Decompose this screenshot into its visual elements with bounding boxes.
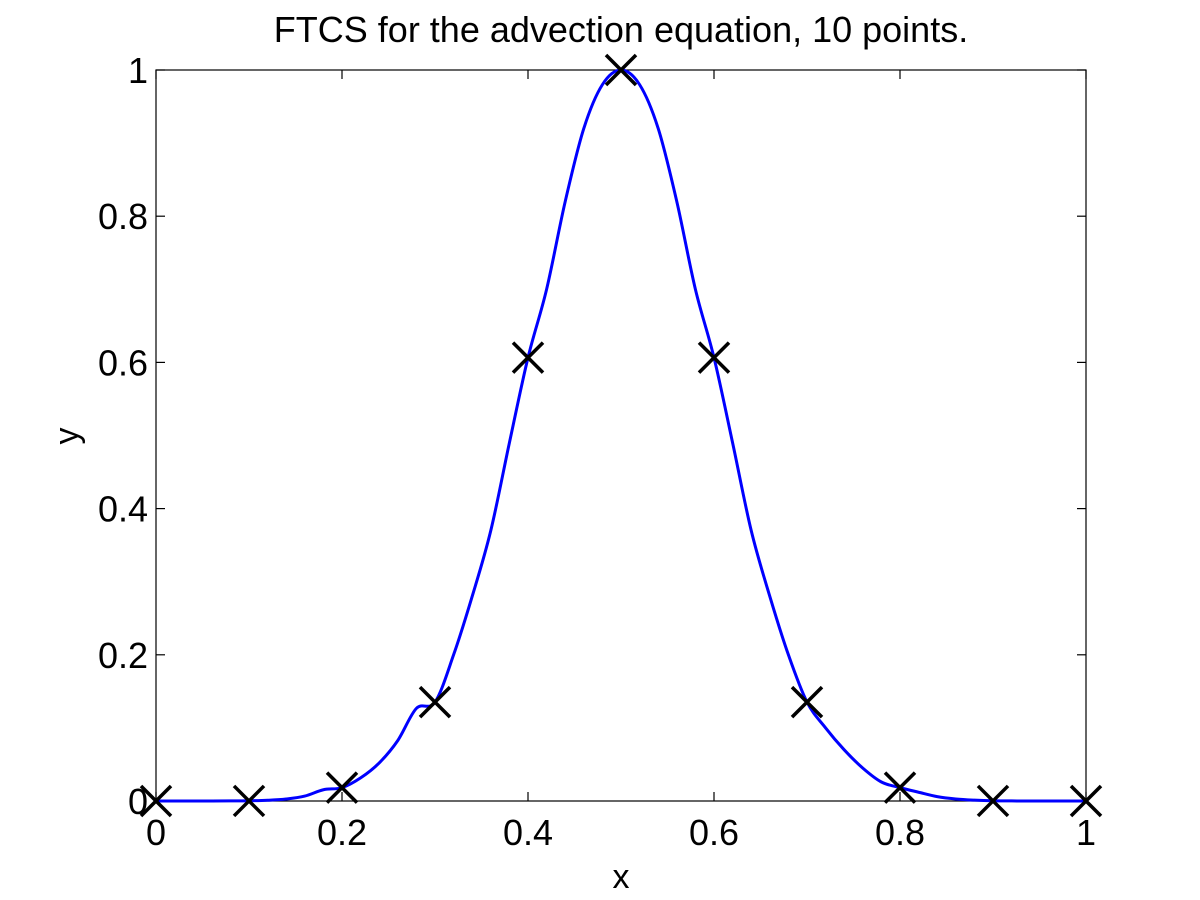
chart-title: FTCS for the advection equation, 10 poin… (274, 9, 968, 50)
y-axis-label: y (48, 428, 86, 445)
y-tick-label: 0 (128, 781, 148, 822)
y-tick-label: 0.8 (98, 196, 148, 237)
data-point-marker (325, 771, 359, 804)
x-tick-label: 0.6 (689, 812, 739, 853)
data-point-marker (790, 685, 824, 719)
x-tick-label: 0.8 (875, 812, 925, 853)
x-tick-label: 0.2 (317, 812, 367, 853)
data-point-marker (883, 771, 917, 804)
series-layer (139, 53, 1103, 818)
x-tick-label: 0 (146, 812, 166, 853)
x-axis-label: x (613, 858, 630, 896)
y-tick-label: 0.6 (98, 342, 148, 383)
data-point-marker (232, 784, 266, 818)
y-tick-label: 0.2 (98, 635, 148, 676)
data-point-marker (139, 784, 173, 818)
y-tick-label: 1 (128, 50, 148, 91)
x-tick-label: 0.4 (503, 812, 553, 853)
plot-area (155, 69, 1087, 802)
x-tick-label: 1 (1076, 812, 1096, 853)
data-point-marker (604, 53, 638, 87)
y-tick-label: 0.4 (98, 489, 148, 530)
data-point-marker (1069, 784, 1103, 818)
data-point-marker (511, 341, 545, 374)
data-point-marker (418, 685, 452, 719)
data-point-marker (697, 341, 731, 374)
data-point-marker (976, 784, 1010, 818)
